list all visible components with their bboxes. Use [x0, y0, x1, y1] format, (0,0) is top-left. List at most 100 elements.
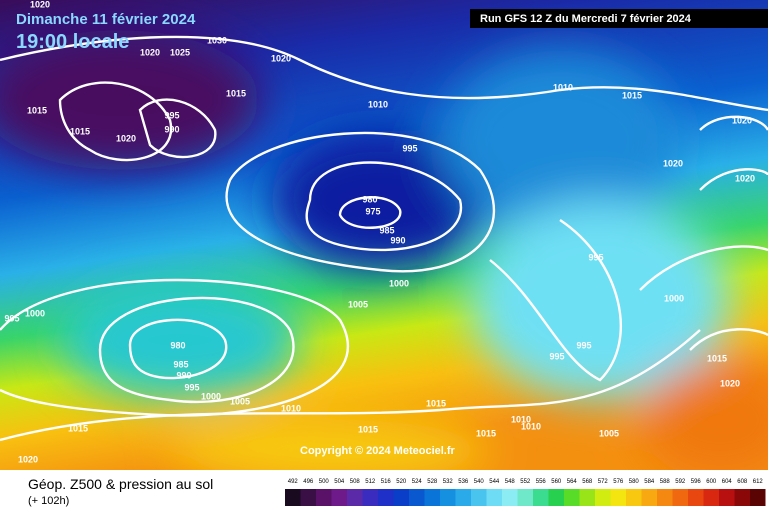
scale-swatch [657, 489, 673, 506]
scale-label: 604 [722, 479, 733, 485]
scale-swatch [579, 489, 595, 506]
scale-label: 524 [412, 479, 423, 485]
scale-swatch [409, 489, 425, 506]
scale-label: 556 [536, 479, 547, 485]
scale-swatch [548, 489, 564, 506]
scale-swatch [564, 489, 580, 506]
map [0, 0, 768, 480]
date: Dimanche 11 février 2024 [16, 11, 196, 28]
scale-swatch [393, 489, 409, 506]
isobar-label: 1015 [707, 353, 727, 363]
scale-swatch [610, 489, 626, 506]
scale-label: 608 [737, 479, 748, 485]
scale-swatch [734, 489, 750, 506]
isobar-label: 1015 [622, 90, 642, 100]
isobar-label: 1010 [511, 414, 531, 424]
isobar-label: 985 [173, 359, 188, 369]
scale-label: 492 [288, 479, 299, 485]
footer-lead: (+ 102h) [28, 495, 69, 507]
scale-label: 536 [458, 479, 469, 485]
scale-swatch [517, 489, 533, 506]
scale-swatch [672, 489, 688, 506]
scale-label: 576 [613, 479, 624, 485]
scale-label: 612 [753, 479, 764, 485]
scale-swatch [316, 489, 332, 506]
isobar-label: 1020 [30, 0, 50, 9]
isobar-label: 1005 [348, 299, 368, 309]
scale-label: 500 [319, 479, 330, 485]
scale-label: 544 [489, 479, 500, 485]
run-info: Run GFS 12 Z du Mercredi 7 février 2024 [480, 13, 692, 25]
scale-label: 548 [505, 479, 516, 485]
isobar-label: 1000 [201, 391, 221, 401]
scale-label: 596 [691, 479, 702, 485]
isobar-label: 1000 [664, 293, 684, 303]
scale-swatch [719, 489, 735, 506]
isobar-label: 1010 [521, 421, 541, 431]
scale-swatch [533, 489, 549, 506]
isobar-label: 1015 [426, 398, 446, 408]
isobar-label: 995 [549, 351, 564, 361]
time: 19:00 locale [16, 31, 129, 53]
isobar-label: 1020 [18, 454, 38, 464]
isobar-label: 995 [402, 143, 417, 153]
scale-label: 568 [582, 479, 593, 485]
scale-label: 528 [427, 479, 438, 485]
isobar-label: 990 [164, 124, 179, 134]
isobar-label: 990 [390, 235, 405, 245]
isobar-label: 1015 [476, 428, 496, 438]
isobar-label: 985 [379, 225, 394, 235]
isobar-label: 1020 [732, 115, 752, 125]
scale-swatch [626, 489, 642, 506]
isobar-label: 1020 [663, 158, 683, 168]
scale-label: 584 [644, 479, 655, 485]
isobar-label: 1020 [140, 47, 160, 57]
isobar-label: 1020 [735, 173, 755, 183]
scale-swatch [347, 489, 363, 506]
isobar-label: 1025 [170, 47, 190, 57]
isobar-label: 995 [576, 340, 591, 350]
scale-swatch [455, 489, 471, 506]
isobar-label: 1000 [25, 308, 45, 318]
isobar-label: 1015 [70, 126, 90, 136]
isobar-label: 1015 [68, 423, 88, 433]
isobar-label: 995 [164, 110, 179, 120]
isobar-label: 1005 [230, 396, 250, 406]
scale-label: 600 [706, 479, 717, 485]
color-scale: 492 496 500 504 508 512 516 520 524 528 532 536 540 5… [285, 479, 766, 506]
scale-label: 572 [598, 479, 609, 485]
isobar-label: 995 [184, 382, 199, 392]
isobar-label: 980 [170, 340, 185, 350]
run-box [470, 9, 768, 28]
scale-swatch [703, 489, 719, 506]
scale-label: 496 [303, 479, 314, 485]
isobar-label: 1010 [368, 99, 388, 109]
isobar-label: 1000 [389, 278, 409, 288]
copyright: Copyright © 2024 Meteociel.fr [300, 445, 456, 457]
isobar-label: 1020 [116, 133, 136, 143]
isobar-label: 1015 [358, 424, 378, 434]
scale-swatch [641, 489, 657, 506]
scale-label: 560 [551, 479, 562, 485]
scale-swatch [300, 489, 316, 506]
scale-label: 588 [660, 479, 671, 485]
scale-label: 580 [629, 479, 640, 485]
isobar-label: 1020 [720, 378, 740, 388]
scale-label: 540 [474, 479, 485, 485]
scale-label: 504 [334, 479, 345, 485]
isobar-label: 995 [4, 313, 19, 323]
scale-swatch [285, 489, 301, 506]
scale-swatch [502, 489, 518, 506]
scale-label: 508 [350, 479, 361, 485]
scale-swatch [424, 489, 440, 506]
isobar-label: 1030 [207, 35, 227, 45]
scale-swatch [688, 489, 704, 506]
isobar-label: 1005 [599, 428, 619, 438]
scale-label: 552 [520, 479, 531, 485]
isobar-label: 1020 [271, 53, 291, 63]
scale-swatch [378, 489, 394, 506]
isobar-label: 995 [588, 252, 603, 262]
scale-label: 516 [381, 479, 392, 485]
isobar-label: 1015 [27, 105, 47, 115]
